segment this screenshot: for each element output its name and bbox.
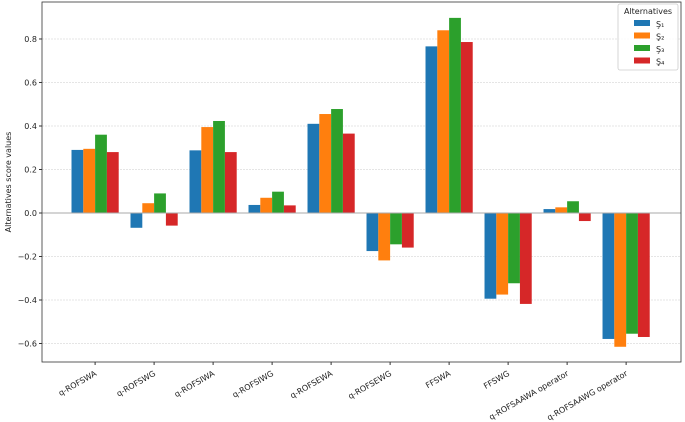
bar-q-rofsaawg-operator-series-4: [637, 212, 650, 337]
plot-frame: [41, 1, 682, 363]
bar-q-rofsewg-series-3: [390, 212, 402, 245]
bar-q-rofsaawa-operator-series-3: [567, 201, 579, 213]
legend-label: Ş₂: [656, 33, 664, 42]
x-tick-label: q-ROFSEWG: [347, 369, 394, 401]
bar-q-rofsewg-series-1: [366, 212, 379, 252]
y-axis: −0.6 −0.4 −0.2 0.0 0.2 0.4 0.6 0.8: [18, 35, 42, 349]
bar-q-rofsaawa-operator-series-4: [578, 212, 591, 222]
bar-ffswg-series-3: [508, 212, 520, 284]
bar-q-rofsaawa-operator-series-2: [555, 207, 568, 213]
legend-label: Ş₁: [656, 20, 664, 29]
bar-q-rofsewa-series-2: [319, 114, 332, 213]
bar-ffswa-series-3: [449, 17, 461, 213]
y-tick-label: 0.4: [24, 122, 37, 131]
bar-q-rofswg-series-4: [165, 212, 178, 226]
x-tick-label: q-ROFSWG: [115, 369, 157, 399]
y-tick-label: 0.6: [24, 78, 37, 87]
y-axis-label: Alternatives score values: [4, 132, 13, 233]
bar-q-rofsiwa-series-3: [213, 120, 225, 213]
bar-q-rofswa-series-1: [71, 149, 84, 213]
legend-label: Ş₄: [656, 58, 664, 67]
legend-label: Ş₃: [656, 45, 664, 54]
legend-swatch: [634, 45, 650, 51]
x-tick-label: q-ROFSWA: [57, 369, 99, 398]
bar-q-rofsiwg-series-1: [248, 204, 261, 213]
bar-q-rofsiwa-series-1: [189, 150, 202, 213]
bar-q-rofsewa-series-1: [307, 123, 320, 213]
legend-swatch: [634, 57, 650, 64]
legend: Alternatives Ş₁ Ş₂ Ş₃ Ş₄: [617, 3, 679, 71]
y-tick-label: −0.4: [18, 296, 37, 305]
bar-q-rofswg-series-1: [130, 212, 143, 228]
bars: [71, 17, 650, 347]
x-tick-label: FFSWG: [482, 369, 511, 391]
bar-ffswg-series-2: [496, 212, 509, 295]
y-tick-label: 0.0: [24, 209, 37, 218]
x-tick-label: q-ROFSIWG: [231, 369, 275, 400]
bar-q-rofswa-series-3: [95, 134, 107, 213]
bar-ffswa-series-4: [460, 42, 473, 213]
x-tick-label: q-ROFSEWA: [289, 369, 335, 401]
bar-ffswg-series-1: [484, 212, 497, 299]
bar-q-rofsewg-series-2: [378, 212, 391, 261]
bar-q-rofswg-series-3: [154, 193, 166, 213]
bar-q-rofswa-series-2: [83, 148, 96, 213]
bar-q-rofsiwg-series-3: [272, 191, 284, 213]
y-tick-label: 0.8: [24, 35, 37, 44]
bar-q-rofswg-series-2: [142, 203, 155, 213]
bar-q-rofsiwg-series-4: [283, 205, 296, 213]
x-tick-label: FFSWA: [424, 369, 452, 391]
legend-title: Alternatives: [624, 7, 672, 16]
bar-ffswa-series-2: [437, 30, 450, 213]
bar-q-rofsewa-series-3: [331, 109, 343, 213]
bar-q-rofswa-series-4: [106, 152, 119, 213]
bar-q-rofsaawa-operator-series-1: [543, 209, 556, 213]
bar-q-rofsewa-series-4: [342, 133, 355, 213]
legend-swatch: [634, 20, 650, 26]
bar-q-rofsaawg-operator-series-1: [602, 212, 615, 339]
bar-q-rofsaawg-operator-series-3: [626, 212, 638, 334]
x-tick-label: q-ROFSIWA: [173, 369, 217, 399]
bar-q-rofsewg-series-4: [401, 212, 414, 248]
y-tick-label: −0.2: [18, 253, 37, 262]
y-tick-label: 0.2: [24, 165, 37, 174]
x-axis: q-ROFSWA q-ROFSWG q-ROFSIWA q-ROFSIWG q-ROFS…: [57, 362, 630, 422]
bar-q-rofsiwa-series-2: [201, 127, 214, 213]
bar-ffswg-series-4: [519, 212, 532, 304]
bar-q-rofsaawg-operator-series-2: [614, 212, 627, 347]
bar-q-rofsiwa-series-4: [224, 152, 237, 213]
grid-lines: [42, 38, 681, 344]
bar-ffswa-series-1: [425, 46, 438, 213]
legend-swatch: [634, 32, 650, 39]
bar-q-rofsiwg-series-2: [260, 197, 273, 213]
y-tick-label: −0.6: [18, 340, 37, 349]
